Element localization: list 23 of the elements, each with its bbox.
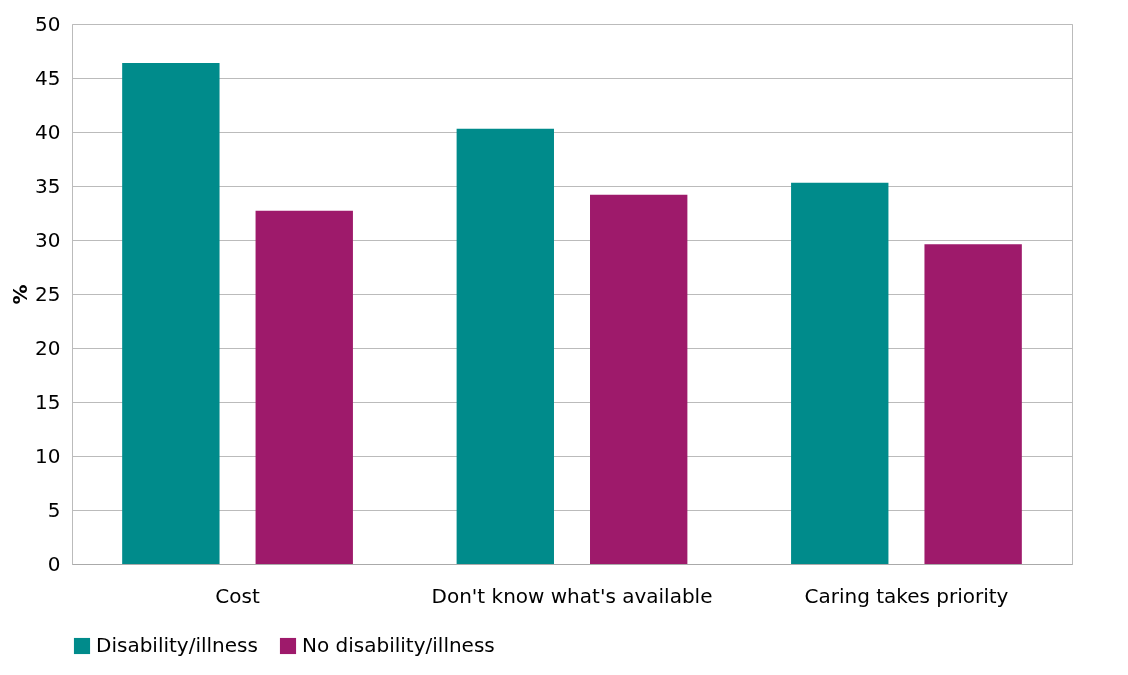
y-tick-label: 20 <box>35 335 61 360</box>
y-tick-label: 0 <box>47 551 61 576</box>
bar <box>456 128 554 564</box>
bar <box>590 194 688 564</box>
bar <box>924 244 1022 564</box>
y-axis-title: % <box>8 284 33 305</box>
bar <box>255 210 353 564</box>
y-tick-label: 30 <box>35 227 61 252</box>
bar <box>791 182 889 564</box>
y-tick-label: 45 <box>35 65 61 90</box>
y-tick-label: 5 <box>47 497 61 522</box>
y-tick-label: 40 <box>35 119 61 144</box>
y-tick-label: 25 <box>35 281 61 306</box>
x-tick-label: Cost <box>215 583 260 608</box>
y-tick-label: 15 <box>35 389 61 414</box>
bar <box>122 62 220 564</box>
legend-label: Disability/illness <box>96 633 258 657</box>
x-tick-label: Caring takes priority <box>804 583 1009 608</box>
y-tick-label: 50 <box>35 11 61 36</box>
legend-label: No disability/illness <box>302 633 495 657</box>
y-tick-label: 35 <box>35 173 61 198</box>
y-tick-label: 10 <box>35 443 61 468</box>
x-tick-label: Don't know what's available <box>431 583 713 608</box>
